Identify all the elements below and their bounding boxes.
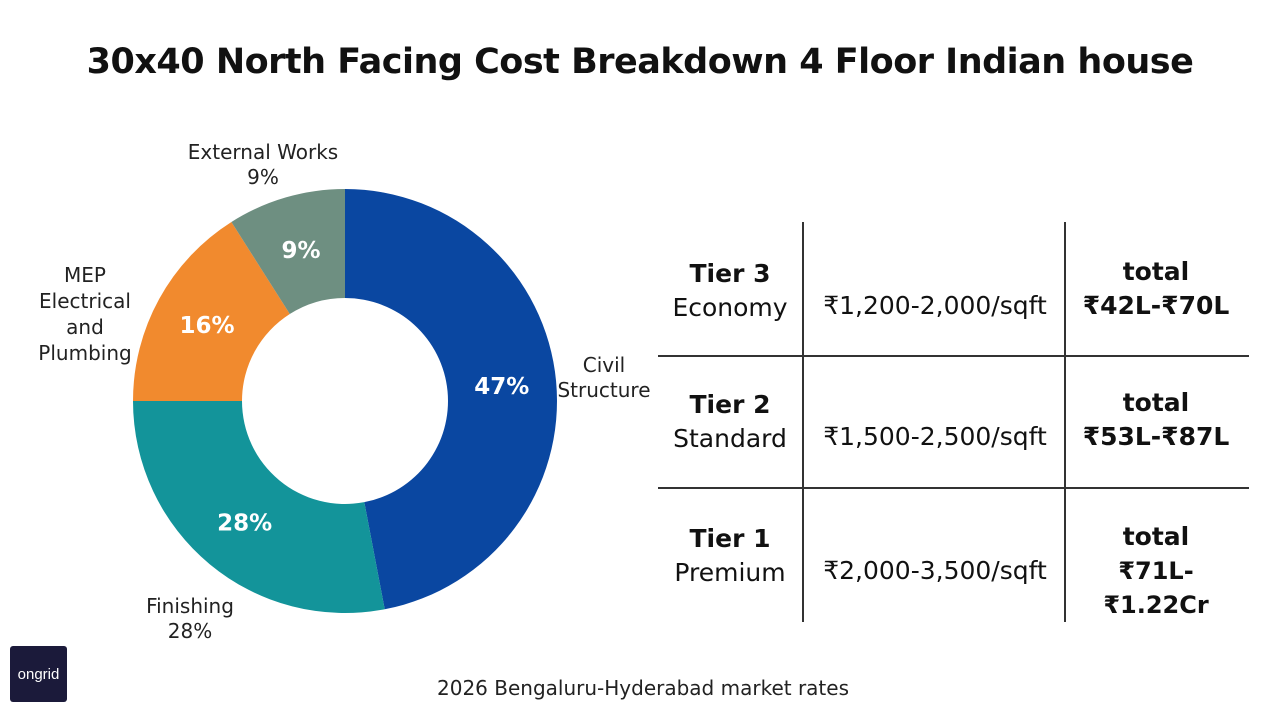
tier-1-rate: ₹2,000-3,500/sqft xyxy=(823,556,1047,585)
label-mep-line-2: Electrical xyxy=(39,289,131,313)
label-finishing: Finishing 28% xyxy=(110,594,270,644)
label-civil-line-2: Structure xyxy=(557,378,651,402)
tier-3-total-value: ₹42L-₹70L xyxy=(1082,291,1230,320)
donut-slice-label-1: 28% xyxy=(217,510,272,536)
tier-3-class: Economy xyxy=(672,293,788,322)
tier-3-rate: ₹1,200-2,000/sqft xyxy=(823,291,1047,320)
tier-1-label: Tier 1 xyxy=(689,524,771,553)
label-finishing-line-2: 28% xyxy=(167,619,213,643)
label-external-works: External Works 9% xyxy=(168,140,358,190)
tier-3-name: Tier 3 Economy xyxy=(660,257,800,325)
donut-slice-3 xyxy=(231,189,345,315)
donut-slice-1 xyxy=(133,401,385,613)
donut-slice-0 xyxy=(345,189,557,610)
donut-slice-label-2: 16% xyxy=(179,313,234,339)
tier-1-total: total ₹71L-₹1.22Cr xyxy=(1066,520,1246,622)
tier-2-total: total ₹53L-₹87L xyxy=(1066,386,1246,454)
tier-3-total-label: total xyxy=(1122,257,1190,286)
donut-chart: 47% 28% 16% 9% xyxy=(133,189,557,613)
label-mep: MEP Electrical and Plumbing xyxy=(20,262,150,366)
label-finishing-line-1: Finishing xyxy=(146,594,234,618)
tier-1-name: Tier 1 Premium xyxy=(660,522,800,590)
label-external-works-line-1: External Works xyxy=(187,140,339,164)
footer-note: 2026 Bengaluru-Hyderabad market rates xyxy=(437,676,849,700)
label-mep-line-1: MEP xyxy=(64,263,106,287)
donut-slice-label-0: 47% xyxy=(474,374,529,400)
tier-1-class: Premium xyxy=(674,558,786,587)
table-hline-1 xyxy=(658,355,1249,357)
ongrid-logo: ongrid xyxy=(10,646,67,702)
label-mep-line-3: and xyxy=(66,315,104,339)
label-civil-line-1: Civil xyxy=(582,353,626,377)
donut-slice-2 xyxy=(133,222,290,401)
table-vline-2 xyxy=(1064,222,1066,622)
donut-slice-label-3: 9% xyxy=(282,238,321,264)
page-title: 30x40 North Facing Cost Breakdown 4 Floo… xyxy=(86,42,1194,82)
table-hline-2 xyxy=(658,487,1249,489)
tier-2-name: Tier 2 Standard xyxy=(660,388,800,456)
label-external-works-line-2: 9% xyxy=(247,165,279,189)
tier-1-total-value: ₹71L-₹1.22Cr xyxy=(1103,557,1209,619)
tier-2-total-value: ₹53L-₹87L xyxy=(1082,422,1230,451)
label-civil-structure: Civil Structure xyxy=(548,353,660,403)
tier-3-label: Tier 3 xyxy=(689,259,771,288)
tier-2-rate: ₹1,500-2,500/sqft xyxy=(823,422,1047,451)
tier-2-total-label: total xyxy=(1122,388,1190,417)
label-mep-line-4: Plumbing xyxy=(38,341,132,365)
tier-1-total-label: total xyxy=(1122,522,1190,551)
table-vline-1 xyxy=(802,222,804,622)
tier-3-total: total ₹42L-₹70L xyxy=(1066,255,1246,323)
tier-2-class: Standard xyxy=(673,424,787,453)
tier-2-label: Tier 2 xyxy=(689,390,771,419)
